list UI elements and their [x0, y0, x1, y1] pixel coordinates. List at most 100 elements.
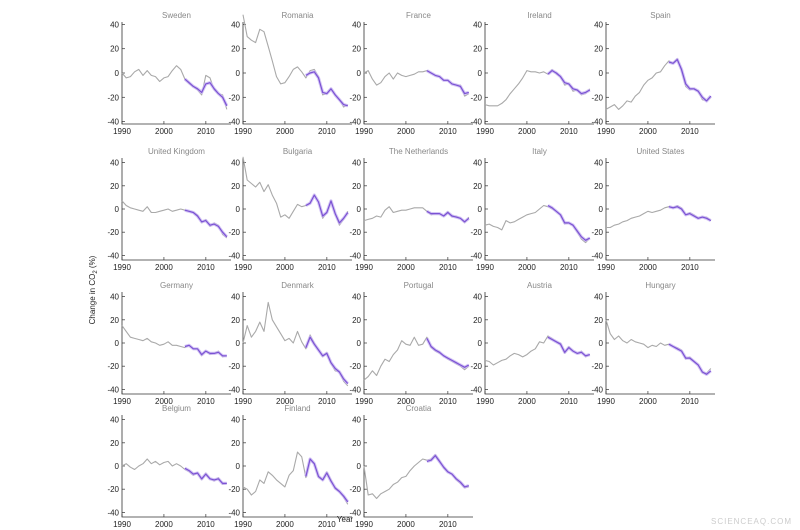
y-tick-label: -40 [228, 118, 240, 127]
y-tick-label: 40 [231, 416, 240, 425]
y-tick-label: 0 [599, 69, 604, 78]
series-line-purple [184, 78, 228, 107]
series-band-purple [304, 457, 350, 503]
axes-frame [242, 22, 352, 125]
x-axis-label: Year [337, 515, 354, 524]
series-line-purple [668, 206, 712, 222]
y-tick-label: 0 [357, 339, 362, 348]
y-tick-label: -20 [107, 485, 119, 494]
x-tick-label: 2000 [518, 263, 536, 272]
x-tick-label: 1990 [355, 520, 373, 529]
y-tick-label: 20 [231, 182, 240, 191]
y-tick-label: 40 [473, 159, 482, 168]
y-axis-label-main: Change in CO [88, 274, 97, 325]
series-band-purple [425, 337, 470, 369]
y-tick-label: 0 [236, 205, 241, 214]
y-tick-label: 20 [473, 316, 482, 325]
series-line-gray [242, 301, 349, 387]
y-tick-label: -20 [228, 93, 240, 102]
series-band-purple [304, 335, 349, 385]
panel-title: Belgium [162, 404, 191, 413]
x-tick-label: 2010 [318, 263, 336, 272]
x-tick-label: 2000 [518, 127, 536, 136]
series-line-purple [668, 58, 712, 102]
y-tick-label: -20 [228, 362, 240, 371]
series-line-purple [184, 467, 227, 484]
y-tick-label: -40 [591, 385, 603, 394]
y-tick-label: 0 [115, 205, 120, 214]
panel-austria: Austria -40 -20 0 20 40 1990 2000 2010 [470, 281, 594, 406]
panel-title: Croatia [406, 404, 432, 413]
series-line-gray [242, 156, 349, 226]
y-tick-label: -20 [228, 485, 240, 494]
y-tick-label: 20 [594, 316, 603, 325]
x-tick-label: 1990 [476, 263, 494, 272]
x-tick-label: 2000 [397, 263, 415, 272]
panel-france: France -40 -20 0 20 40 1990 2000 2010 [349, 11, 473, 136]
x-tick-label: 1990 [476, 397, 494, 406]
y-tick-label: 0 [115, 462, 120, 471]
x-tick-label: 2010 [318, 520, 336, 529]
y-tick-label: 40 [352, 416, 361, 425]
y-tick-label: -20 [470, 228, 482, 237]
y-tick-label: -40 [591, 251, 603, 260]
panel-title: Hungary [645, 281, 675, 290]
panel-title: Bulgaria [283, 147, 313, 156]
y-tick-label: -40 [107, 251, 119, 260]
series-band-purple [668, 342, 712, 376]
x-tick-label: 2010 [681, 127, 699, 136]
y-tick-label: 40 [594, 20, 603, 29]
x-tick-label: 1990 [597, 127, 615, 136]
panel-portugal: Portugal -40 -20 0 20 40 1990 2000 2010 [349, 281, 473, 406]
y-tick-label: 0 [357, 462, 362, 471]
y-tick-label: 20 [110, 182, 119, 191]
y-tick-label: 0 [599, 339, 604, 348]
panel-title: United States [636, 147, 684, 156]
x-tick-label: 1990 [355, 263, 373, 272]
series-line-purple [547, 336, 590, 357]
y-tick-label: -40 [228, 508, 240, 517]
series-band-purple [183, 77, 229, 107]
panel-hungary: Hungary -40 -20 0 20 40 1990 2000 2010 [591, 281, 715, 406]
series-band-purple [546, 68, 591, 96]
y-tick-label: -20 [349, 485, 361, 494]
x-tick-label: 2000 [276, 263, 294, 272]
axes-frame [121, 292, 231, 395]
x-tick-label: 1990 [113, 397, 131, 406]
series-line-gray [121, 65, 228, 110]
x-tick-label: 1990 [476, 127, 494, 136]
series-line-purple [305, 458, 349, 503]
series-line-purple [426, 338, 470, 368]
series-line-gray [363, 336, 470, 381]
x-tick-label: 2000 [397, 397, 415, 406]
axes-frame [605, 22, 715, 125]
y-tick-label: -20 [470, 362, 482, 371]
series-line-gray [121, 200, 228, 239]
y-tick-label: -40 [228, 251, 240, 260]
axes-frame [242, 415, 352, 518]
series-line-purple [426, 455, 469, 488]
panel-italy: Italy -40 -20 0 20 40 1990 2000 2010 [470, 147, 594, 272]
y-tick-label: 20 [473, 45, 482, 54]
x-tick-label: 2000 [397, 520, 415, 529]
panel-germany: Germany -40 -20 0 20 40 1990 2000 2010 [107, 281, 231, 406]
x-tick-label: 2010 [197, 263, 215, 272]
y-tick-label: 0 [357, 205, 362, 214]
panel-title: Finland [284, 404, 310, 413]
x-tick-label: 1990 [113, 263, 131, 272]
series-line-gray [242, 451, 349, 505]
y-tick-label: -40 [228, 385, 240, 394]
series-line-purple [305, 194, 349, 224]
x-tick-label: 2010 [560, 127, 578, 136]
y-tick-label: 40 [352, 159, 361, 168]
y-tick-label: 20 [231, 316, 240, 325]
y-tick-label: -20 [228, 228, 240, 237]
y-tick-label: 0 [478, 205, 483, 214]
x-tick-label: 1990 [234, 397, 252, 406]
x-tick-label: 2000 [639, 397, 657, 406]
axes-frame [242, 292, 352, 395]
x-tick-label: 2010 [439, 397, 457, 406]
y-tick-label: 40 [352, 293, 361, 302]
x-tick-label: 2010 [318, 397, 336, 406]
